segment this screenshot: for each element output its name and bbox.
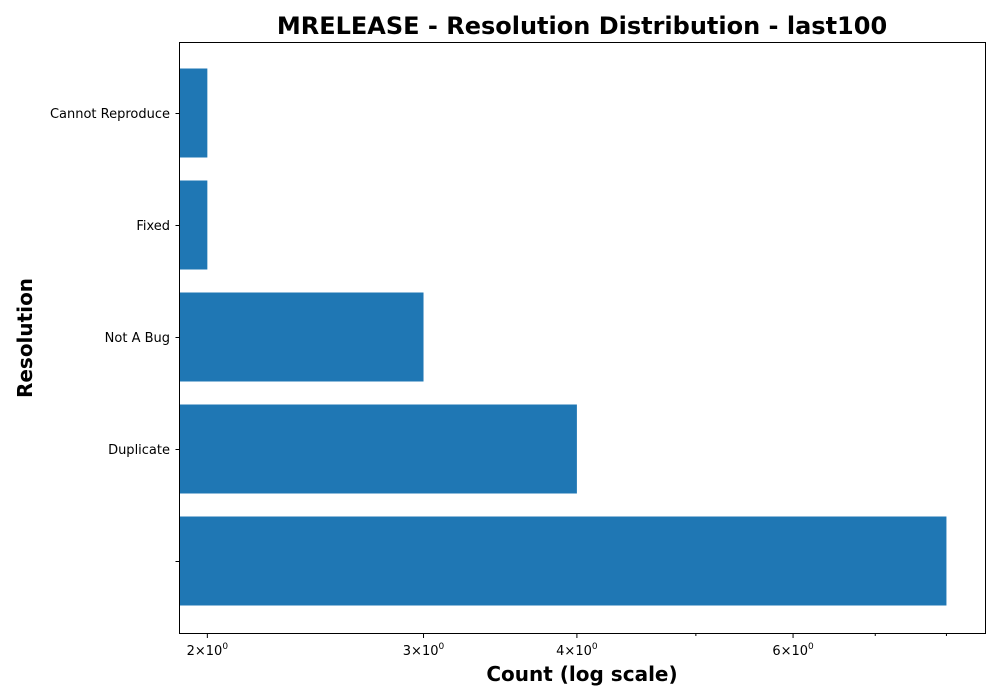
bar-cannot-reproduce: [180, 68, 208, 158]
bar-duplicate: [180, 404, 577, 494]
y-tick-label: Cannot Reproduce: [50, 107, 170, 122]
y-tick-label: Not A Bug: [105, 331, 170, 346]
x-ticks-layer: 2×100 3×100 4×100 6×100: [187, 633, 947, 659]
bar-fixed: [180, 180, 208, 270]
x-tick-label: 3×100: [403, 642, 445, 659]
x-tick-label: 6×100: [772, 642, 814, 659]
y-axis-label: Resolution: [13, 278, 37, 398]
x-tick-label: 4×100: [556, 642, 598, 659]
y-tick-label: Fixed: [136, 219, 170, 234]
y-ticks-layer: Duplicate Not A Bug Fixed Cannot Reproduce: [50, 107, 180, 562]
chart-title: MRELEASE - Resolution Distribution - las…: [277, 12, 887, 40]
bars-layer: [180, 68, 947, 606]
bar-unlabeled: [180, 516, 947, 606]
x-tick-label: 2×100: [187, 642, 229, 659]
bar-not-a-bug: [180, 292, 424, 382]
y-tick-label: Duplicate: [108, 443, 170, 458]
x-axis-label: Count (log scale): [486, 662, 677, 686]
